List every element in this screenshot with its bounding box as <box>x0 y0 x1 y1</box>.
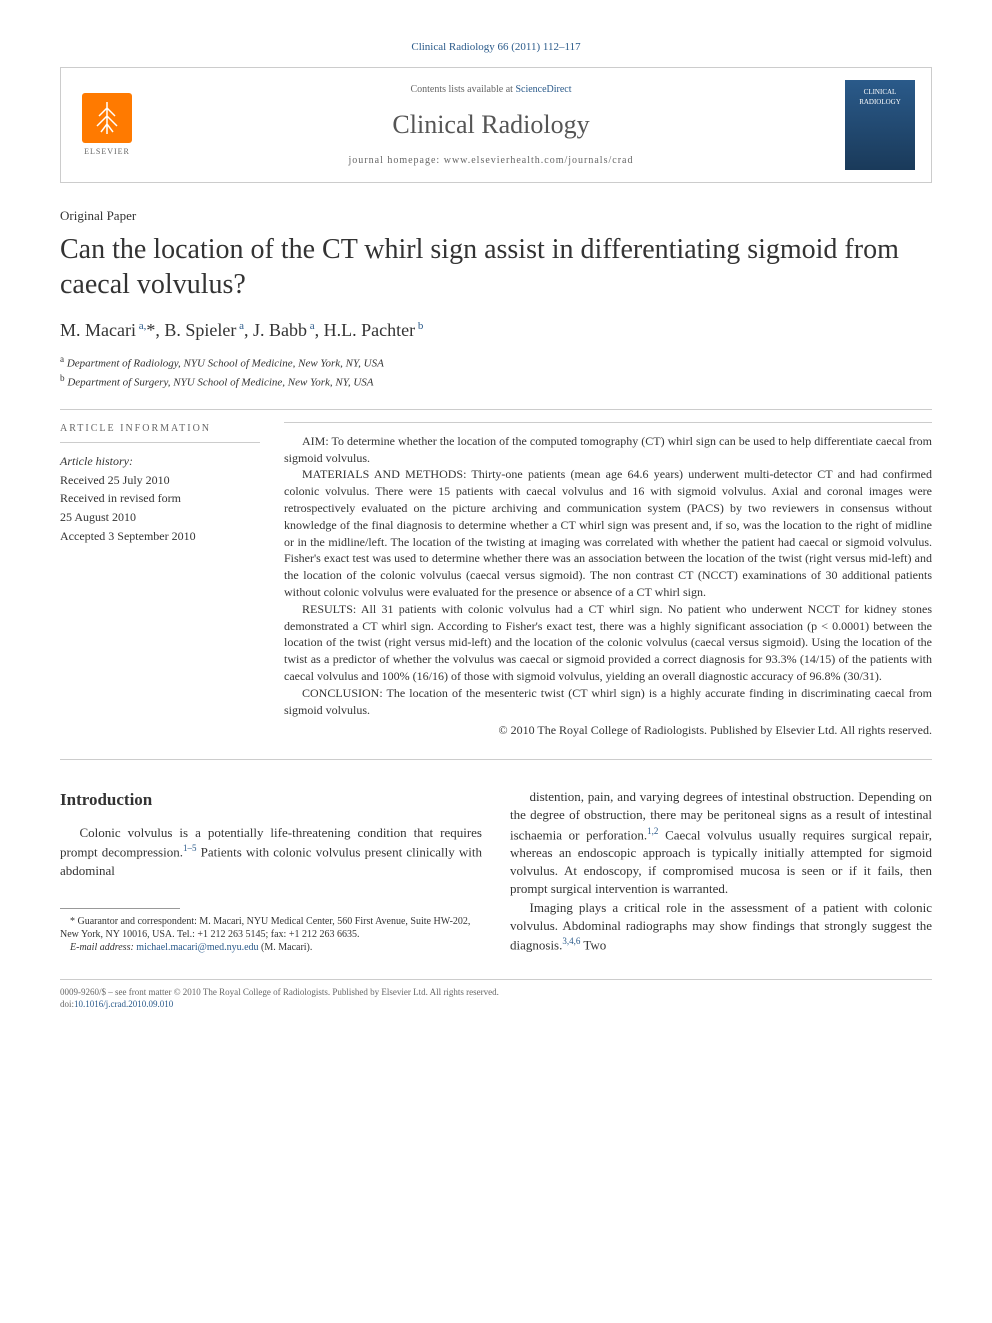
journal-header: ELSEVIER Contents lists available at Sci… <box>60 67 932 183</box>
column-right: distention, pain, and varying degrees of… <box>510 788 932 954</box>
cover-text: CLINICAL RADIOLOGY <box>845 88 915 108</box>
author-affiliation-marker: a <box>307 320 315 332</box>
journal-cover-thumbnail: CLINICAL RADIOLOGY <box>845 80 915 170</box>
author-affiliation-marker: a <box>236 320 244 332</box>
author: M. Macari <box>60 320 136 340</box>
author: B. Spieler <box>164 320 236 340</box>
journal-reference: Clinical Radiology 66 (2011) 112–117 <box>60 40 932 55</box>
doi-prefix: doi: <box>60 999 74 1009</box>
body-columns: Introduction Colonic volvulus is a poten… <box>60 788 932 954</box>
abstract: AIM: To determine whether the location o… <box>284 422 932 739</box>
corresponding-marker: * <box>146 320 155 340</box>
article-title: Can the location of the CT whirl sign as… <box>60 232 932 302</box>
footnote-separator <box>60 908 180 909</box>
page-footer: 0009-9260/$ – see front matter © 2010 Th… <box>60 979 932 1011</box>
publisher-name: ELSEVIER <box>84 146 130 157</box>
homepage-url[interactable]: www.elsevierhealth.com/journals/crad <box>444 155 634 166</box>
author-affiliation-marker: b <box>415 320 423 332</box>
affiliation-text: Department of Surgery, NYU School of Med… <box>67 376 373 388</box>
corresponding-author-footnote: * Guarantor and correspondent: M. Macari… <box>60 915 482 941</box>
email-label: E-mail address: <box>70 942 136 953</box>
publisher-logo: ELSEVIER <box>77 90 137 160</box>
column-left: Introduction Colonic volvulus is a poten… <box>60 788 482 954</box>
author-affiliation-marker: a, <box>136 320 146 332</box>
article-type: Original Paper <box>60 207 932 225</box>
email-link[interactable]: michael.macari@med.nyu.edu <box>136 942 258 953</box>
journal-homepage: journal homepage: www.elsevierhealth.com… <box>137 154 845 168</box>
journal-name: Clinical Radiology <box>137 107 845 143</box>
history-item: Received 25 July 2010 <box>60 472 260 489</box>
history-item: Received in revised form <box>60 490 260 507</box>
abstract-conclusion: CONCLUSION: The location of the mesenter… <box>284 685 932 719</box>
body-paragraph: distention, pain, and varying degrees of… <box>510 788 932 898</box>
affiliation: a Department of Radiology, NYU School of… <box>60 353 932 372</box>
abstract-aim: AIM: To determine whether the location o… <box>284 433 932 467</box>
author-list: M. Macari a,*, B. Spieler a, J. Babb a, … <box>60 318 932 343</box>
footer-doi: doi:10.1016/j.crad.2010.09.010 <box>60 998 932 1011</box>
elsevier-tree-icon <box>82 93 132 143</box>
divider <box>60 409 932 410</box>
section-heading: Introduction <box>60 788 482 812</box>
email-footnote: E-mail address: michael.macari@med.nyu.e… <box>60 941 482 954</box>
contents-prefix: Contents lists available at <box>410 84 515 95</box>
author: J. Babb <box>253 320 307 340</box>
contents-list-line: Contents lists available at ScienceDirec… <box>137 83 845 97</box>
divider <box>60 759 932 760</box>
author: H.L. Pachter <box>324 320 415 340</box>
history-label: Article history: <box>60 453 260 470</box>
abstract-methods: MATERIALS AND METHODS: Thirty-one patien… <box>284 466 932 600</box>
body-paragraph: Colonic volvulus is a potentially life-t… <box>60 824 482 880</box>
affiliation: b Department of Surgery, NYU School of M… <box>60 372 932 391</box>
history-item: 25 August 2010 <box>60 509 260 526</box>
abstract-copyright: © 2010 The Royal College of Radiologists… <box>284 722 932 739</box>
affiliation-text: Department of Radiology, NYU School of M… <box>67 357 384 369</box>
email-suffix: (M. Macari). <box>259 942 313 953</box>
homepage-prefix: journal homepage: <box>349 155 444 166</box>
body-paragraph: Imaging plays a critical role in the ass… <box>510 899 932 955</box>
history-item: Accepted 3 September 2010 <box>60 528 260 545</box>
article-information: ARTICLE INFORMATION Article history: Rec… <box>60 422 260 739</box>
sciencedirect-link[interactable]: ScienceDirect <box>515 84 571 95</box>
doi-link[interactable]: 10.1016/j.crad.2010.09.010 <box>74 999 173 1009</box>
info-header: ARTICLE INFORMATION <box>60 422 260 443</box>
footer-copyright: 0009-9260/$ – see front matter © 2010 Th… <box>60 986 932 999</box>
abstract-results: RESULTS: All 31 patients with colonic vo… <box>284 601 932 685</box>
affiliations: a Department of Radiology, NYU School of… <box>60 353 932 391</box>
